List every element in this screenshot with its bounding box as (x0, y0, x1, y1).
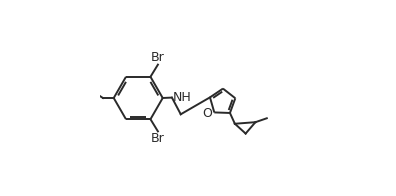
Text: NH: NH (173, 91, 192, 104)
Text: Br: Br (151, 51, 165, 64)
Text: Br: Br (151, 132, 165, 145)
Text: O: O (202, 107, 212, 120)
